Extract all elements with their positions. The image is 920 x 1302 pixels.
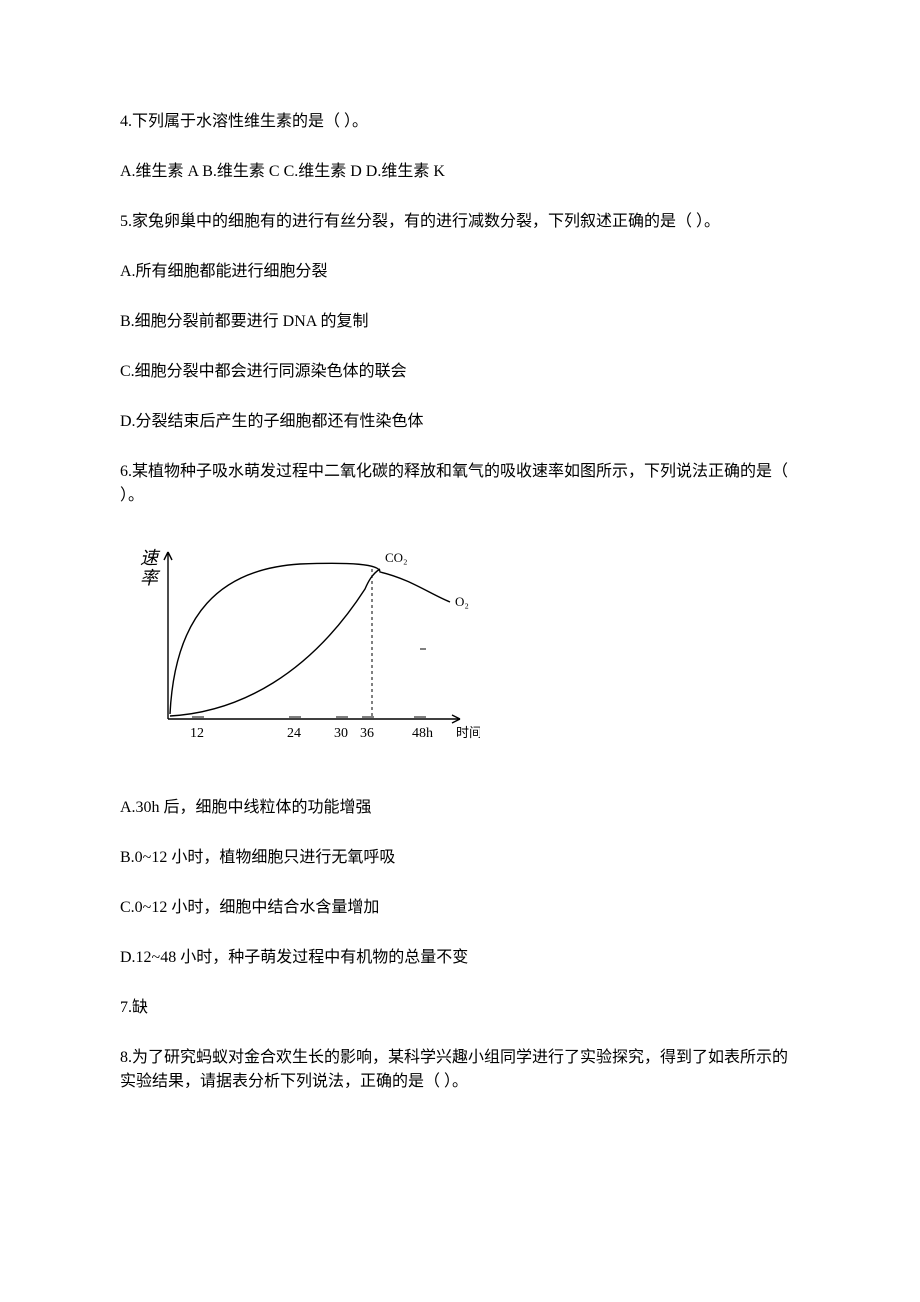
question-6-option-a: A.30h 后，细胞中线粒体的功能增强: [120, 796, 800, 820]
question-6-option-b: B.0~12 小时，植物细胞只进行无氧呼吸: [120, 846, 800, 870]
question-6-option-c: C.0~12 小时，细胞中结合水含量增加: [120, 896, 800, 920]
svg-text:时间: 时间: [456, 725, 480, 740]
question-6-option-d: D.12~48 小时，种子萌发过程中有机物的总量不变: [120, 946, 800, 970]
question-5-option-b: B.细胞分裂前都要进行 DNA 的复制: [120, 310, 800, 334]
question-5-option-a: A.所有细胞都能进行细胞分裂: [120, 260, 800, 284]
svg-text:24: 24: [287, 726, 301, 741]
svg-text:速: 速: [140, 548, 161, 568]
svg-text:O₂: O₂: [455, 594, 469, 609]
question-5-option-d: D.分裂结束后产生的子细胞都还有性染色体: [120, 410, 800, 434]
svg-text:48h: 48h: [412, 726, 433, 741]
question-5-option-c: C.细胞分裂中都会进行同源染色体的联会: [120, 360, 800, 384]
question-8-text: 8.为了研究蚂蚁对金合欢生长的影响，某科学兴趣小组同学进行了实验探究，得到了如表…: [120, 1046, 800, 1094]
question-7-text: 7.缺: [120, 996, 800, 1020]
question-6-chart: 速率 CO₂ O₂ 12 24 30 36 48h 时间: [120, 534, 800, 762]
question-4-options: A.维生素 A B.维生素 C C.维生素 D D.维生素 K: [120, 160, 800, 184]
question-4-text: 4.下列属于水溶性维生素的是（ ）。: [120, 110, 800, 134]
svg-text:12: 12: [190, 726, 204, 741]
svg-text:率: 率: [140, 568, 161, 588]
svg-text:CO₂: CO₂: [385, 550, 408, 565]
svg-text:30: 30: [334, 726, 348, 741]
question-5-text: 5.家兔卵巢中的细胞有的进行有丝分裂，有的进行减数分裂，下列叙述正确的是（ ）。: [120, 210, 800, 234]
document-page: 4.下列属于水溶性维生素的是（ ）。 A.维生素 A B.维生素 C C.维生素…: [0, 0, 920, 1302]
svg-text:36: 36: [360, 726, 374, 741]
question-6-text: 6.某植物种子吸水萌发过程中二氧化碳的释放和氧气的吸收速率如图所示，下列说法正确…: [120, 460, 800, 508]
